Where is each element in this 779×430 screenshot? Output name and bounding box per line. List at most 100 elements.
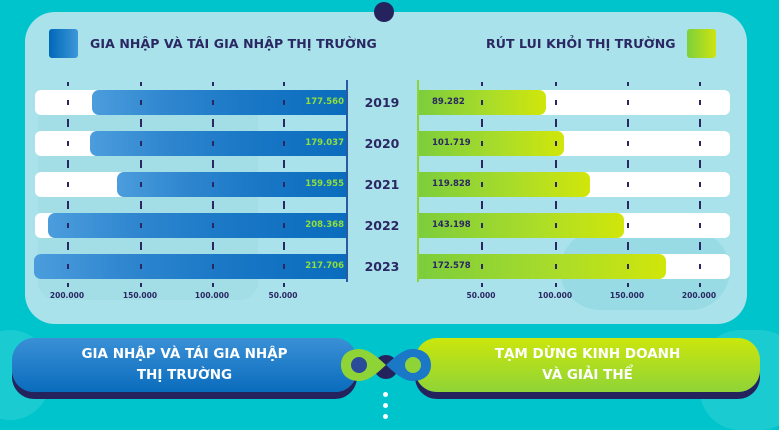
grid-tick: [481, 242, 483, 246]
grid-tick: [699, 119, 701, 123]
grid-tick: [481, 182, 483, 187]
grid-tick: [555, 246, 557, 250]
grid-tick: [555, 82, 557, 86]
entry-bar[interactable]: [34, 254, 347, 279]
grid-tick: [140, 100, 142, 105]
entry-bar[interactable]: [89, 131, 347, 156]
grid-tick: [212, 242, 214, 246]
grid-tick: [67, 205, 69, 209]
grid-tick: [212, 246, 214, 250]
right-axis-label-150k: 150.000: [609, 291, 645, 300]
grid-tick: [283, 119, 285, 123]
grid-tick: [67, 100, 69, 105]
left-axis-label-100k: 100.000: [194, 291, 230, 300]
grid-tick: [481, 119, 483, 123]
grid-tick: [555, 160, 557, 164]
grid-tick: [627, 100, 629, 105]
entry-bar[interactable]: [92, 90, 347, 115]
exit-category-button[interactable]: TẠM DỪNG KINH DOANH VÀ GIẢI THỂ: [415, 338, 760, 392]
exit-button-line2: VÀ GIẢI THỂ: [542, 367, 633, 383]
grid-tick: [555, 242, 557, 246]
grid-tick: [627, 205, 629, 209]
grid-tick: [283, 82, 285, 86]
grid-tick: [555, 201, 557, 205]
grid-tick: [699, 123, 701, 127]
grid-tick: [283, 141, 285, 146]
grid-tick: [67, 164, 69, 168]
grid-tick: [212, 201, 214, 205]
grid-tick: [627, 283, 629, 287]
grid-tick: [555, 141, 557, 146]
grid-tick: [627, 201, 629, 205]
entry-button-line1: GIA NHẬP VÀ TÁI GIA NHẬP: [81, 346, 288, 362]
grid-tick: [555, 223, 557, 228]
grid-tick: [140, 141, 142, 146]
grid-tick: [481, 246, 483, 250]
grid-tick: [212, 264, 214, 269]
grid-tick: [140, 82, 142, 86]
grid-tick: [140, 182, 142, 187]
grid-tick: [699, 205, 701, 209]
grid-tick: [67, 182, 69, 187]
grid-tick: [481, 100, 483, 105]
grid-tick: [555, 119, 557, 123]
grid-tick: [627, 246, 629, 250]
grid-tick: [212, 82, 214, 86]
grid-tick: [283, 201, 285, 205]
year-label: 2020: [364, 136, 400, 151]
grid-tick: [555, 100, 557, 105]
grid-tick: [699, 246, 701, 250]
entry-bar[interactable]: [117, 172, 347, 197]
grid-tick: [699, 223, 701, 228]
grid-tick: [140, 242, 142, 246]
grid-tick: [481, 82, 483, 86]
grid-tick: [555, 205, 557, 209]
grid-tick: [67, 283, 69, 287]
grid-tick: [699, 164, 701, 168]
grid-tick: [627, 123, 629, 127]
grid-tick: [699, 242, 701, 246]
grid-tick: [627, 160, 629, 164]
connector-dot: [383, 414, 388, 419]
grid-tick: [67, 201, 69, 205]
grid-tick: [283, 160, 285, 164]
grid-tick: [481, 264, 483, 269]
grid-tick: [555, 164, 557, 168]
grid-tick: [140, 205, 142, 209]
exit-bar[interactable]: [418, 254, 666, 279]
grid-tick: [67, 223, 69, 228]
grid-tick: [212, 141, 214, 146]
entry-category-button[interactable]: GIA NHẬP VÀ TÁI GIA NHẬP THỊ TRƯỜNG: [12, 338, 357, 392]
exit-bar[interactable]: [418, 131, 565, 156]
grid-tick: [212, 100, 214, 105]
grid-tick: [555, 264, 557, 269]
grid-tick: [212, 182, 214, 187]
panel-top-notch-right: [450, 0, 779, 10]
grid-tick: [212, 223, 214, 228]
exit-bar[interactable]: [418, 172, 591, 197]
grid-tick: [67, 264, 69, 269]
grid-tick: [67, 119, 69, 123]
grid-tick: [555, 123, 557, 127]
grid-tick: [283, 246, 285, 250]
grid-tick: [212, 164, 214, 168]
exit-value-label: 143.198: [432, 220, 471, 230]
grid-tick: [67, 160, 69, 164]
entry-bar[interactable]: [47, 213, 347, 238]
grid-tick: [481, 223, 483, 228]
exit-value-label: 172.578: [432, 261, 471, 271]
entry-value-label: 159.955: [305, 179, 344, 189]
grid-tick: [140, 264, 142, 269]
grid-tick: [212, 123, 214, 127]
grid-tick: [283, 264, 285, 269]
grid-tick: [283, 123, 285, 127]
legend-label-exit: RÚT LUI KHỎI THỊ TRƯỜNG: [486, 36, 676, 51]
right-axis-label-50k: 50.000: [466, 291, 496, 300]
year-label: 2019: [364, 95, 400, 110]
connector-dot: [383, 392, 388, 397]
grid-tick: [699, 264, 701, 269]
left-axis-line: [346, 80, 348, 282]
grid-tick: [627, 182, 629, 187]
exit-bar[interactable]: [418, 213, 624, 238]
grid-tick: [627, 264, 629, 269]
